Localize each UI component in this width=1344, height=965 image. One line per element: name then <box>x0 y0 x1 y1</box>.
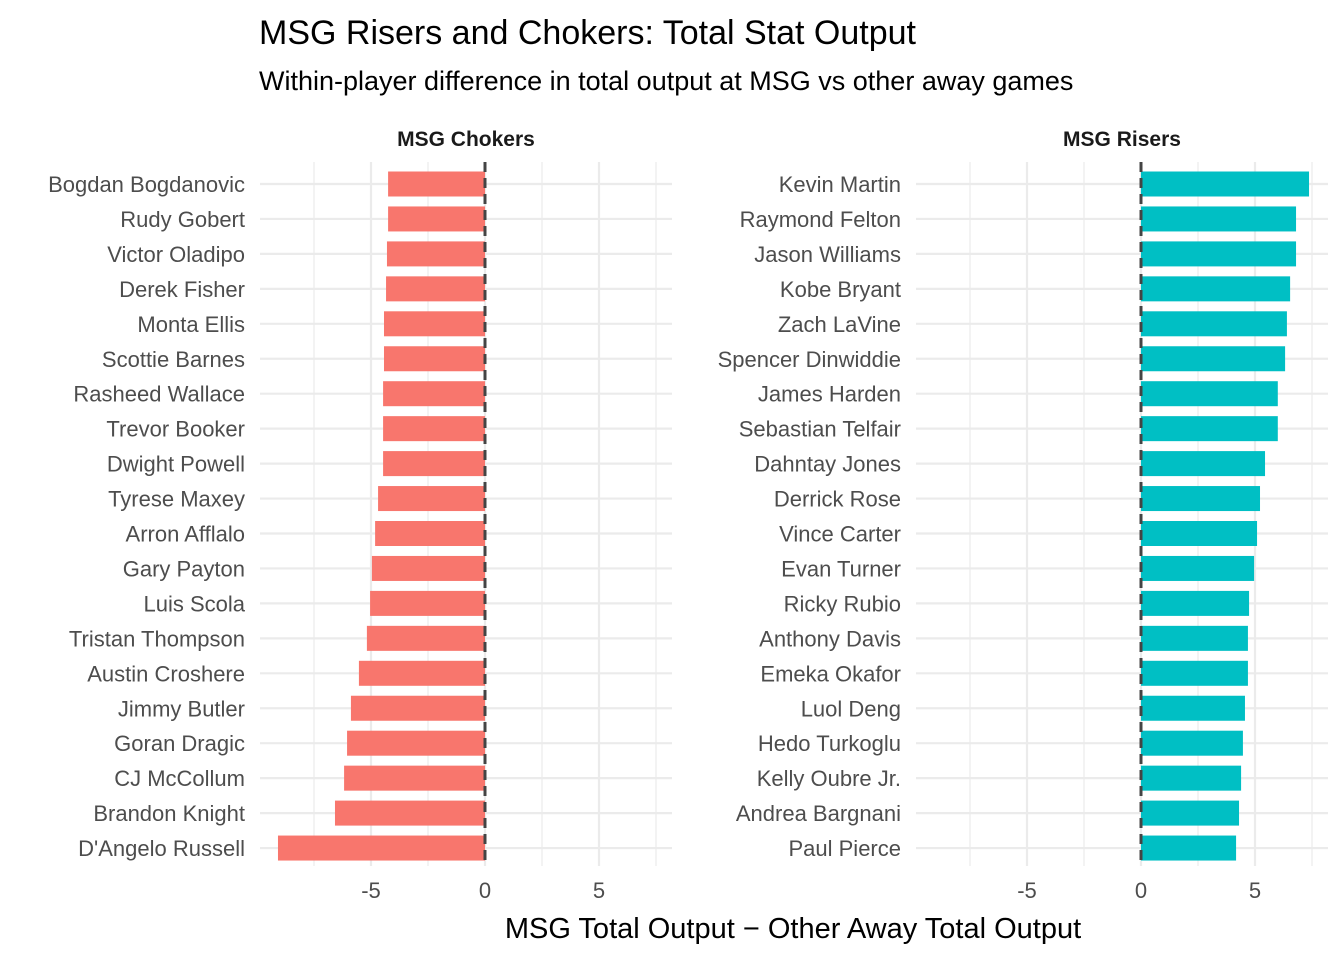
bar <box>358 660 485 686</box>
y-tick-label: Trevor Booker <box>106 417 245 442</box>
y-tick-label: Andrea Bargnani <box>736 801 901 826</box>
y-tick-label: Luol Deng <box>801 696 901 721</box>
x-tick-label: -5 <box>361 878 381 903</box>
bar <box>383 311 485 337</box>
y-tick-label: Jimmy Butler <box>118 696 245 721</box>
y-tick-label: Tyrese Maxey <box>108 487 245 512</box>
bar <box>350 695 485 721</box>
y-tick-label: Kevin Martin <box>779 172 901 197</box>
bar <box>1141 521 1258 546</box>
bar <box>388 171 485 197</box>
y-tick-label: CJ McCollum <box>114 766 245 791</box>
bar <box>383 381 485 407</box>
bar <box>1141 276 1291 302</box>
y-tick-label: Gary Payton <box>123 556 245 581</box>
bar <box>1141 241 1297 267</box>
bar <box>383 346 485 372</box>
bar <box>1141 660 1248 686</box>
y-tick-label: Austin Croshere <box>87 661 245 686</box>
bar <box>1141 625 1248 651</box>
bar <box>386 241 485 267</box>
bar <box>388 206 485 232</box>
chart-title: MSG Risers and Chokers: Total Stat Outpu… <box>259 14 917 52</box>
bar <box>344 765 485 791</box>
panel-chokers: MSG Chokers Bogdan Bogdanovic Rudy Gobert V… <box>48 128 672 903</box>
bar <box>1141 835 1237 861</box>
panel-risers: MSG Risers Kevin Martin Raymond Felton Jaso… <box>718 128 1328 903</box>
panel-strip-label: MSG Chokers <box>397 128 535 151</box>
bar <box>1141 695 1245 721</box>
y-tick-label: Rasheed Wallace <box>73 382 245 407</box>
y-tick-label: Evan Turner <box>781 556 901 581</box>
bar <box>277 835 485 861</box>
y-tick-label: Tristan Thompson <box>69 626 245 651</box>
y-tick-label: Dahntay Jones <box>754 452 901 477</box>
y-tick-label: Goran Dragic <box>114 731 245 756</box>
y-tick-label: Hedo Turkoglu <box>758 731 901 756</box>
bar <box>378 486 485 512</box>
bar <box>1141 486 1261 512</box>
y-tick-label: Bogdan Bogdanovic <box>48 172 245 197</box>
y-tick-label: Kobe Bryant <box>780 277 901 302</box>
bar <box>375 521 485 546</box>
x-axis-label: MSG Total Output − Other Away Total Outp… <box>505 913 1081 945</box>
x-tick-label: 0 <box>1135 878 1147 903</box>
y-tick-label: James Harden <box>758 382 901 407</box>
y-tick-label: Monta Ellis <box>137 312 245 337</box>
chart-subtitle: Within-player difference in total output… <box>259 66 1073 96</box>
y-tick-label: Raymond Felton <box>740 207 901 232</box>
y-tick-label: Dwight Powell <box>107 452 245 477</box>
y-tick-label: Sebastian Telfair <box>739 417 901 442</box>
bar <box>1141 346 1286 372</box>
bar <box>1141 800 1240 826</box>
bar <box>366 625 485 651</box>
bar <box>334 800 485 826</box>
y-tick-label: Victor Oladipo <box>107 242 245 267</box>
bar <box>1141 765 1242 791</box>
bar <box>383 451 485 477</box>
y-tick-label: Emeka Okafor <box>760 661 901 686</box>
bar <box>1141 381 1278 407</box>
y-tick-label: Ricky Rubio <box>784 591 901 616</box>
y-tick-label: Spencer Dinwiddie <box>718 347 901 372</box>
y-tick-label: Derrick Rose <box>774 487 901 512</box>
x-tick-label: -5 <box>1017 878 1037 903</box>
y-tick-label: Anthony Davis <box>759 626 901 651</box>
bar <box>370 590 485 616</box>
bar <box>383 416 485 442</box>
bar <box>1141 590 1250 616</box>
y-tick-label: Paul Pierce <box>788 836 901 861</box>
bar <box>1141 451 1266 477</box>
x-tick-label: 5 <box>1249 878 1261 903</box>
bar <box>1141 311 1287 337</box>
bar <box>1141 730 1243 756</box>
y-tick-label: Luis Scola <box>143 591 245 616</box>
x-tick-label: 5 <box>593 878 605 903</box>
y-tick-label: D'Angelo Russell <box>78 836 245 861</box>
y-tick-label: Vince Carter <box>779 522 901 547</box>
panel-strip-label: MSG Risers <box>1063 128 1181 151</box>
bar <box>347 730 485 756</box>
bar <box>371 555 485 581</box>
bar <box>1141 555 1255 581</box>
y-tick-label: Kelly Oubre Jr. <box>757 766 901 791</box>
y-tick-label: Arron Afflalo <box>126 522 245 547</box>
bar <box>1141 206 1297 232</box>
y-tick-label: Zach LaVine <box>778 312 901 337</box>
y-tick-label: Jason Williams <box>754 242 901 267</box>
y-tick-label: Derek Fisher <box>119 277 245 302</box>
y-tick-label: Rudy Gobert <box>120 207 245 232</box>
bar <box>1141 416 1278 442</box>
bar <box>1141 171 1310 197</box>
x-tick-label: 0 <box>479 878 491 903</box>
bar <box>386 276 485 302</box>
y-tick-label: Brandon Knight <box>93 801 245 826</box>
y-tick-label: Scottie Barnes <box>102 347 245 372</box>
